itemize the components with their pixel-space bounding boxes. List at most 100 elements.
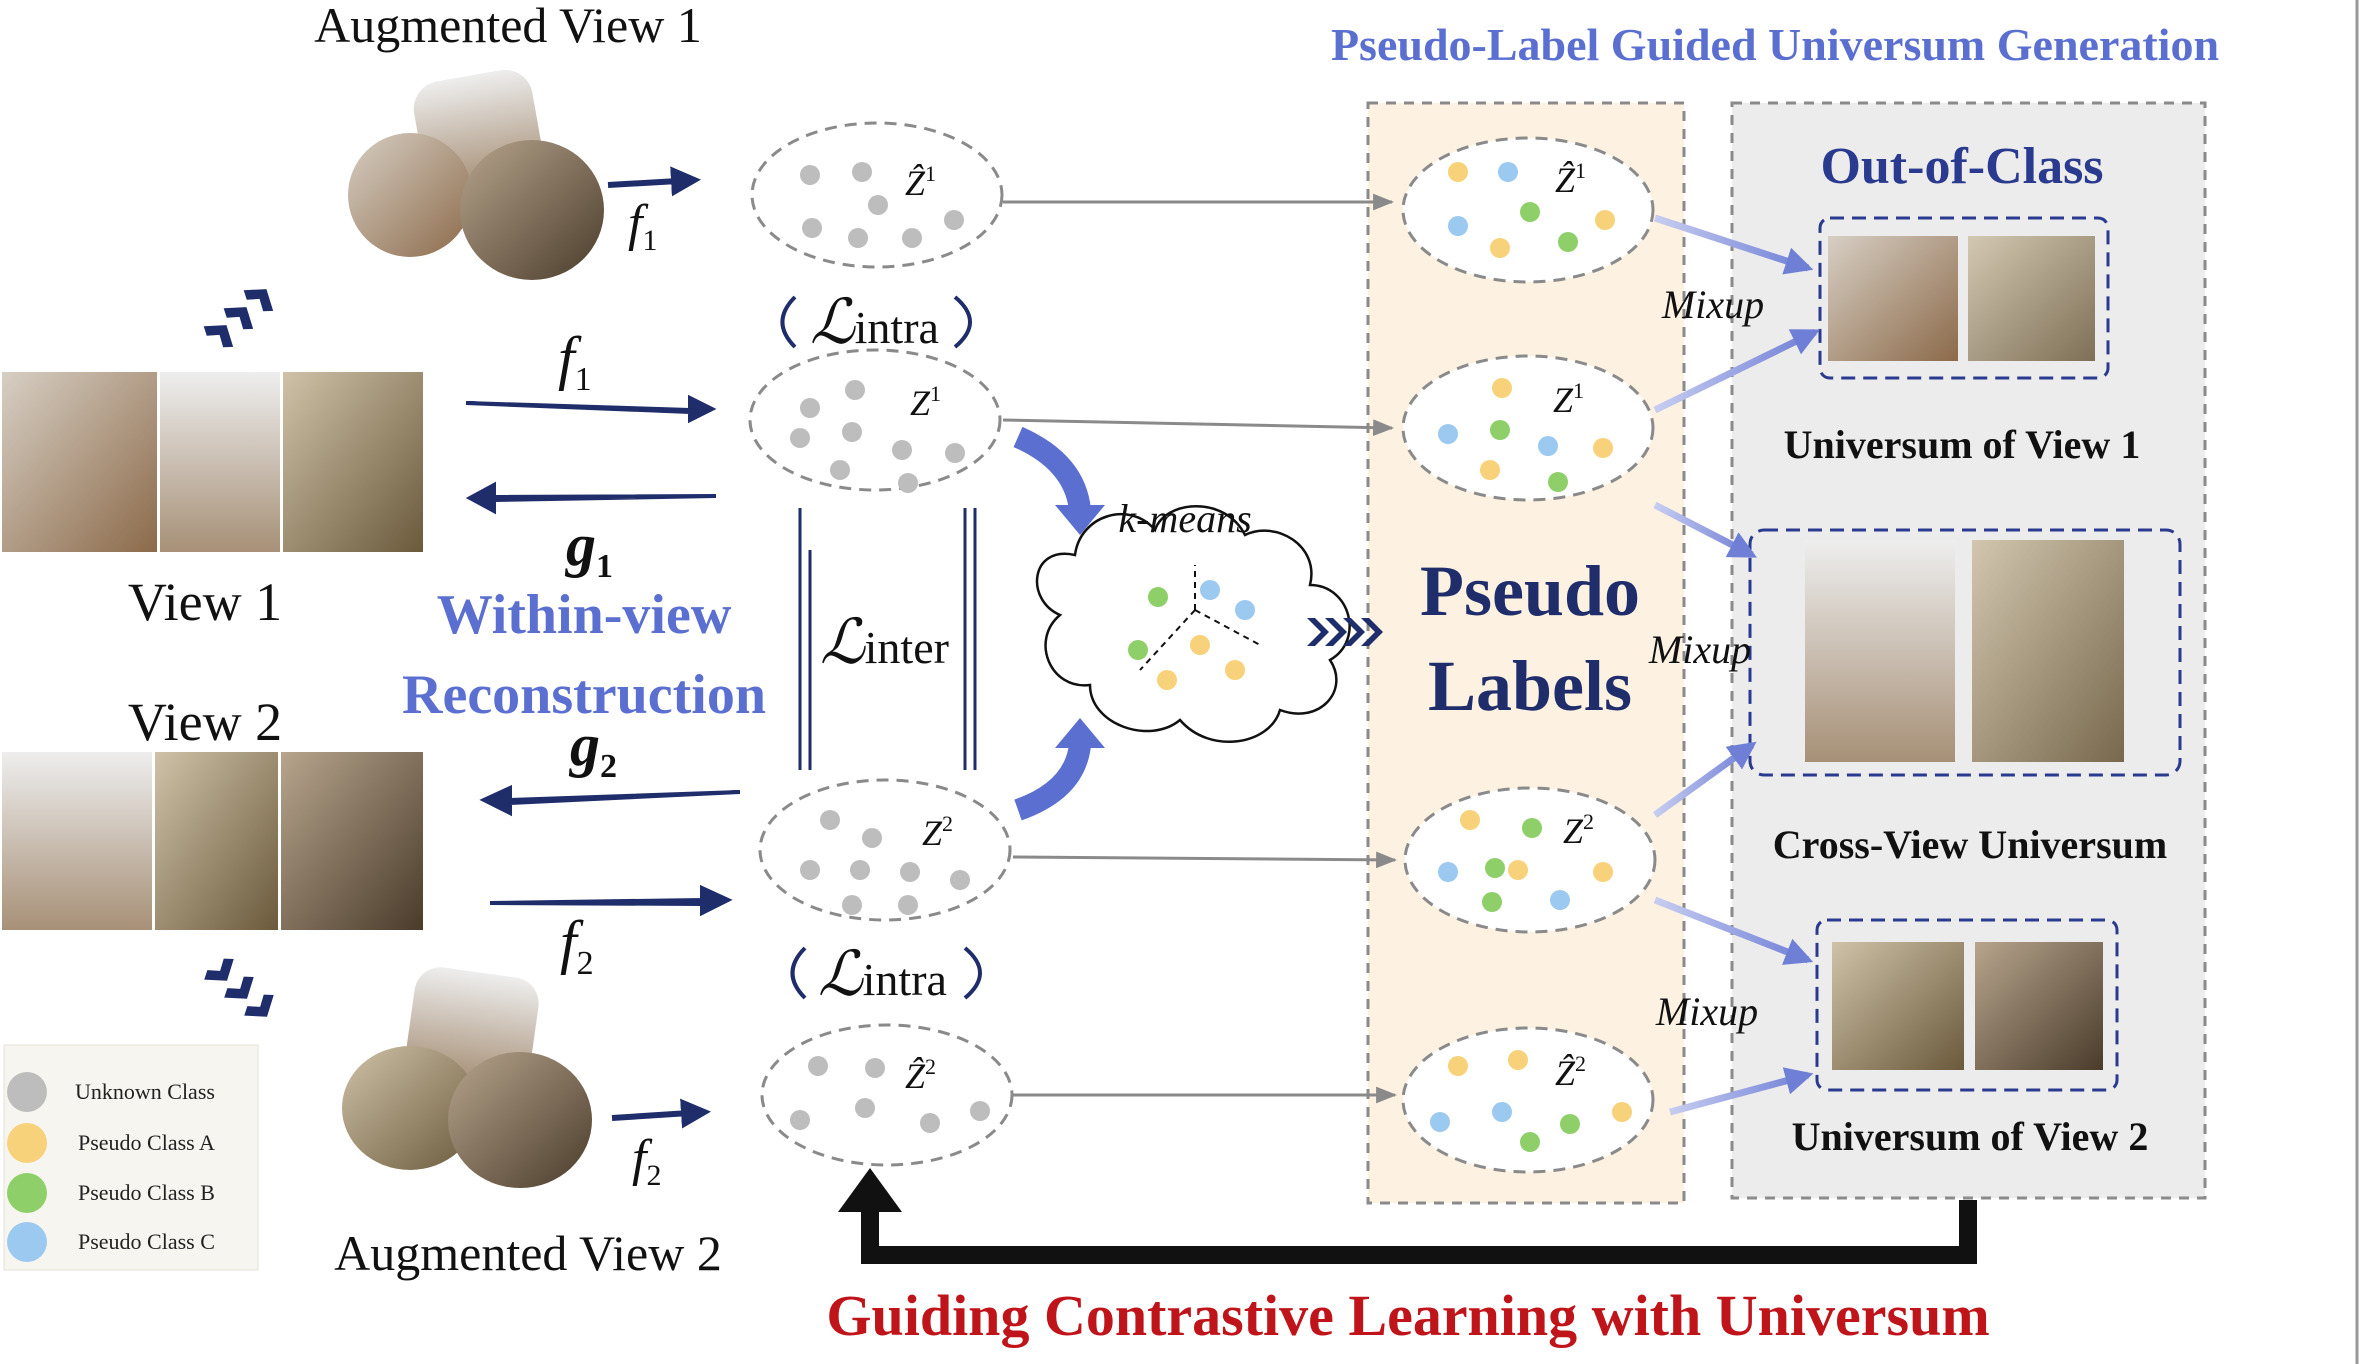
point [892, 440, 912, 460]
point [898, 473, 918, 493]
legend-label-c: Pseudo Class C [78, 1229, 215, 1254]
point [852, 162, 872, 182]
point [1148, 587, 1168, 607]
point [1157, 670, 1177, 690]
universum-view1-photo-a [1828, 236, 1958, 361]
point [865, 1058, 885, 1078]
latent-zhat2: Ẑ2 [760, 1023, 1014, 1167]
latent-zhat2-ellipse [760, 1023, 1014, 1167]
point [830, 460, 850, 480]
f2-label: f2 [560, 909, 594, 982]
aug-view-2-label: Augmented View 2 [334, 1225, 722, 1281]
point [944, 210, 964, 230]
point [920, 1113, 940, 1133]
mixup-label-middle: Mixup [1648, 627, 1751, 672]
chevrons-down-icon [204, 958, 274, 1017]
pseudo-z2: Z2 [1403, 786, 1657, 934]
feedback-arrow-head [838, 1168, 902, 1212]
feedback-arrow [861, 1200, 1977, 1264]
point [842, 895, 862, 915]
point [800, 165, 820, 185]
point [862, 828, 882, 848]
point [1490, 238, 1510, 258]
point [1522, 818, 1542, 838]
kmeans-cloud: k-means [1035, 496, 1351, 744]
legend-label-unknown: Unknown Class [75, 1079, 215, 1104]
loss-inter-bars [798, 508, 977, 770]
point [1548, 472, 1568, 492]
universum-view1-photo-b [1968, 236, 2095, 361]
view-1-label: View 1 [128, 572, 282, 632]
pseudo-label-word-2: Labels [1428, 646, 1632, 726]
mixup-arrow [1653, 896, 1814, 965]
bracket-intra-bottom-left [790, 946, 807, 1000]
view-2-images [2, 752, 423, 930]
universum-view2-photo-b [1975, 942, 2103, 1070]
point [1490, 420, 1510, 440]
latent-z1-ellipse [748, 348, 1002, 492]
point [1538, 436, 1558, 456]
curve-arrow-z2-kmeans [1014, 743, 1091, 821]
point [1593, 438, 1613, 458]
point [1482, 892, 1502, 912]
curve-arrow-z2-kmeans-head [1055, 718, 1105, 748]
point [790, 1110, 810, 1130]
legend: Unknown Class Pseudo Class A Pseudo Clas… [3, 1044, 259, 1271]
loss-intra-bottom: ℒintra [818, 941, 947, 1009]
point [850, 860, 870, 880]
arrow-f1-aug [607, 166, 701, 197]
augmented-view-1-images [348, 69, 604, 280]
point [855, 1098, 875, 1118]
arrow-z1-right [1002, 418, 1395, 437]
point [1128, 640, 1148, 660]
universum-view1-box [1818, 216, 2110, 380]
latent-z1: Z1 [748, 348, 1002, 493]
aug-view-1-label: Augmented View 1 [314, 0, 702, 53]
view1-photo-husky [160, 372, 280, 552]
arrow-f1 [465, 394, 717, 424]
point [1480, 460, 1500, 480]
latent-zhat1-ellipse [750, 121, 1004, 269]
point [970, 1101, 990, 1121]
latent-z2: Z2 [758, 778, 1012, 922]
point [1460, 810, 1480, 830]
latent-zhat1-label: Ẑ1 [905, 161, 936, 203]
loss-inter: ℒinter [820, 609, 949, 677]
point [820, 810, 840, 830]
mixup-arrow [1653, 328, 1821, 414]
out-of-class-label: Out-of-Class [1820, 138, 2103, 195]
curve-arrow-z1-kmeans [1013, 426, 1091, 512]
point [1492, 378, 1512, 398]
point [900, 862, 920, 882]
point [902, 228, 922, 248]
reconstruction-label: Reconstruction [402, 664, 766, 726]
view2-photo-husky [155, 752, 278, 930]
view2-photo-cat [281, 752, 423, 930]
mixup-label-top: Mixup [1661, 282, 1764, 327]
pseudo-z1-ellipse [1401, 354, 1655, 502]
legend-label-a: Pseudo Class A [78, 1130, 215, 1155]
point [868, 195, 888, 215]
g2-label: g2 [568, 712, 617, 785]
legend-box [3, 1044, 259, 1271]
legend-label-b: Pseudo Class B [78, 1180, 215, 1205]
point [1595, 210, 1615, 230]
point [1520, 202, 1540, 222]
mixup-arrow [1653, 501, 1757, 559]
view1-photo-cat [283, 372, 423, 552]
point [845, 380, 865, 400]
point [1508, 860, 1528, 880]
guided-title: Pseudo-Label Guided Universum Generation [1331, 19, 2219, 70]
view2-photo-squirrel [2, 752, 152, 930]
point [1430, 1112, 1450, 1132]
cluster-divider [1139, 609, 1196, 671]
arrow-f2 [489, 884, 733, 917]
g1-label: g1 [564, 512, 613, 585]
aug1-photo-cat [460, 140, 604, 280]
pseudo-zhat1: Ẑ1 [1401, 136, 1655, 284]
point [1508, 1050, 1528, 1070]
pseudo-label-panel [1366, 101, 1686, 1205]
point [1558, 232, 1578, 252]
latent-z2-label: Z2 [922, 811, 953, 853]
